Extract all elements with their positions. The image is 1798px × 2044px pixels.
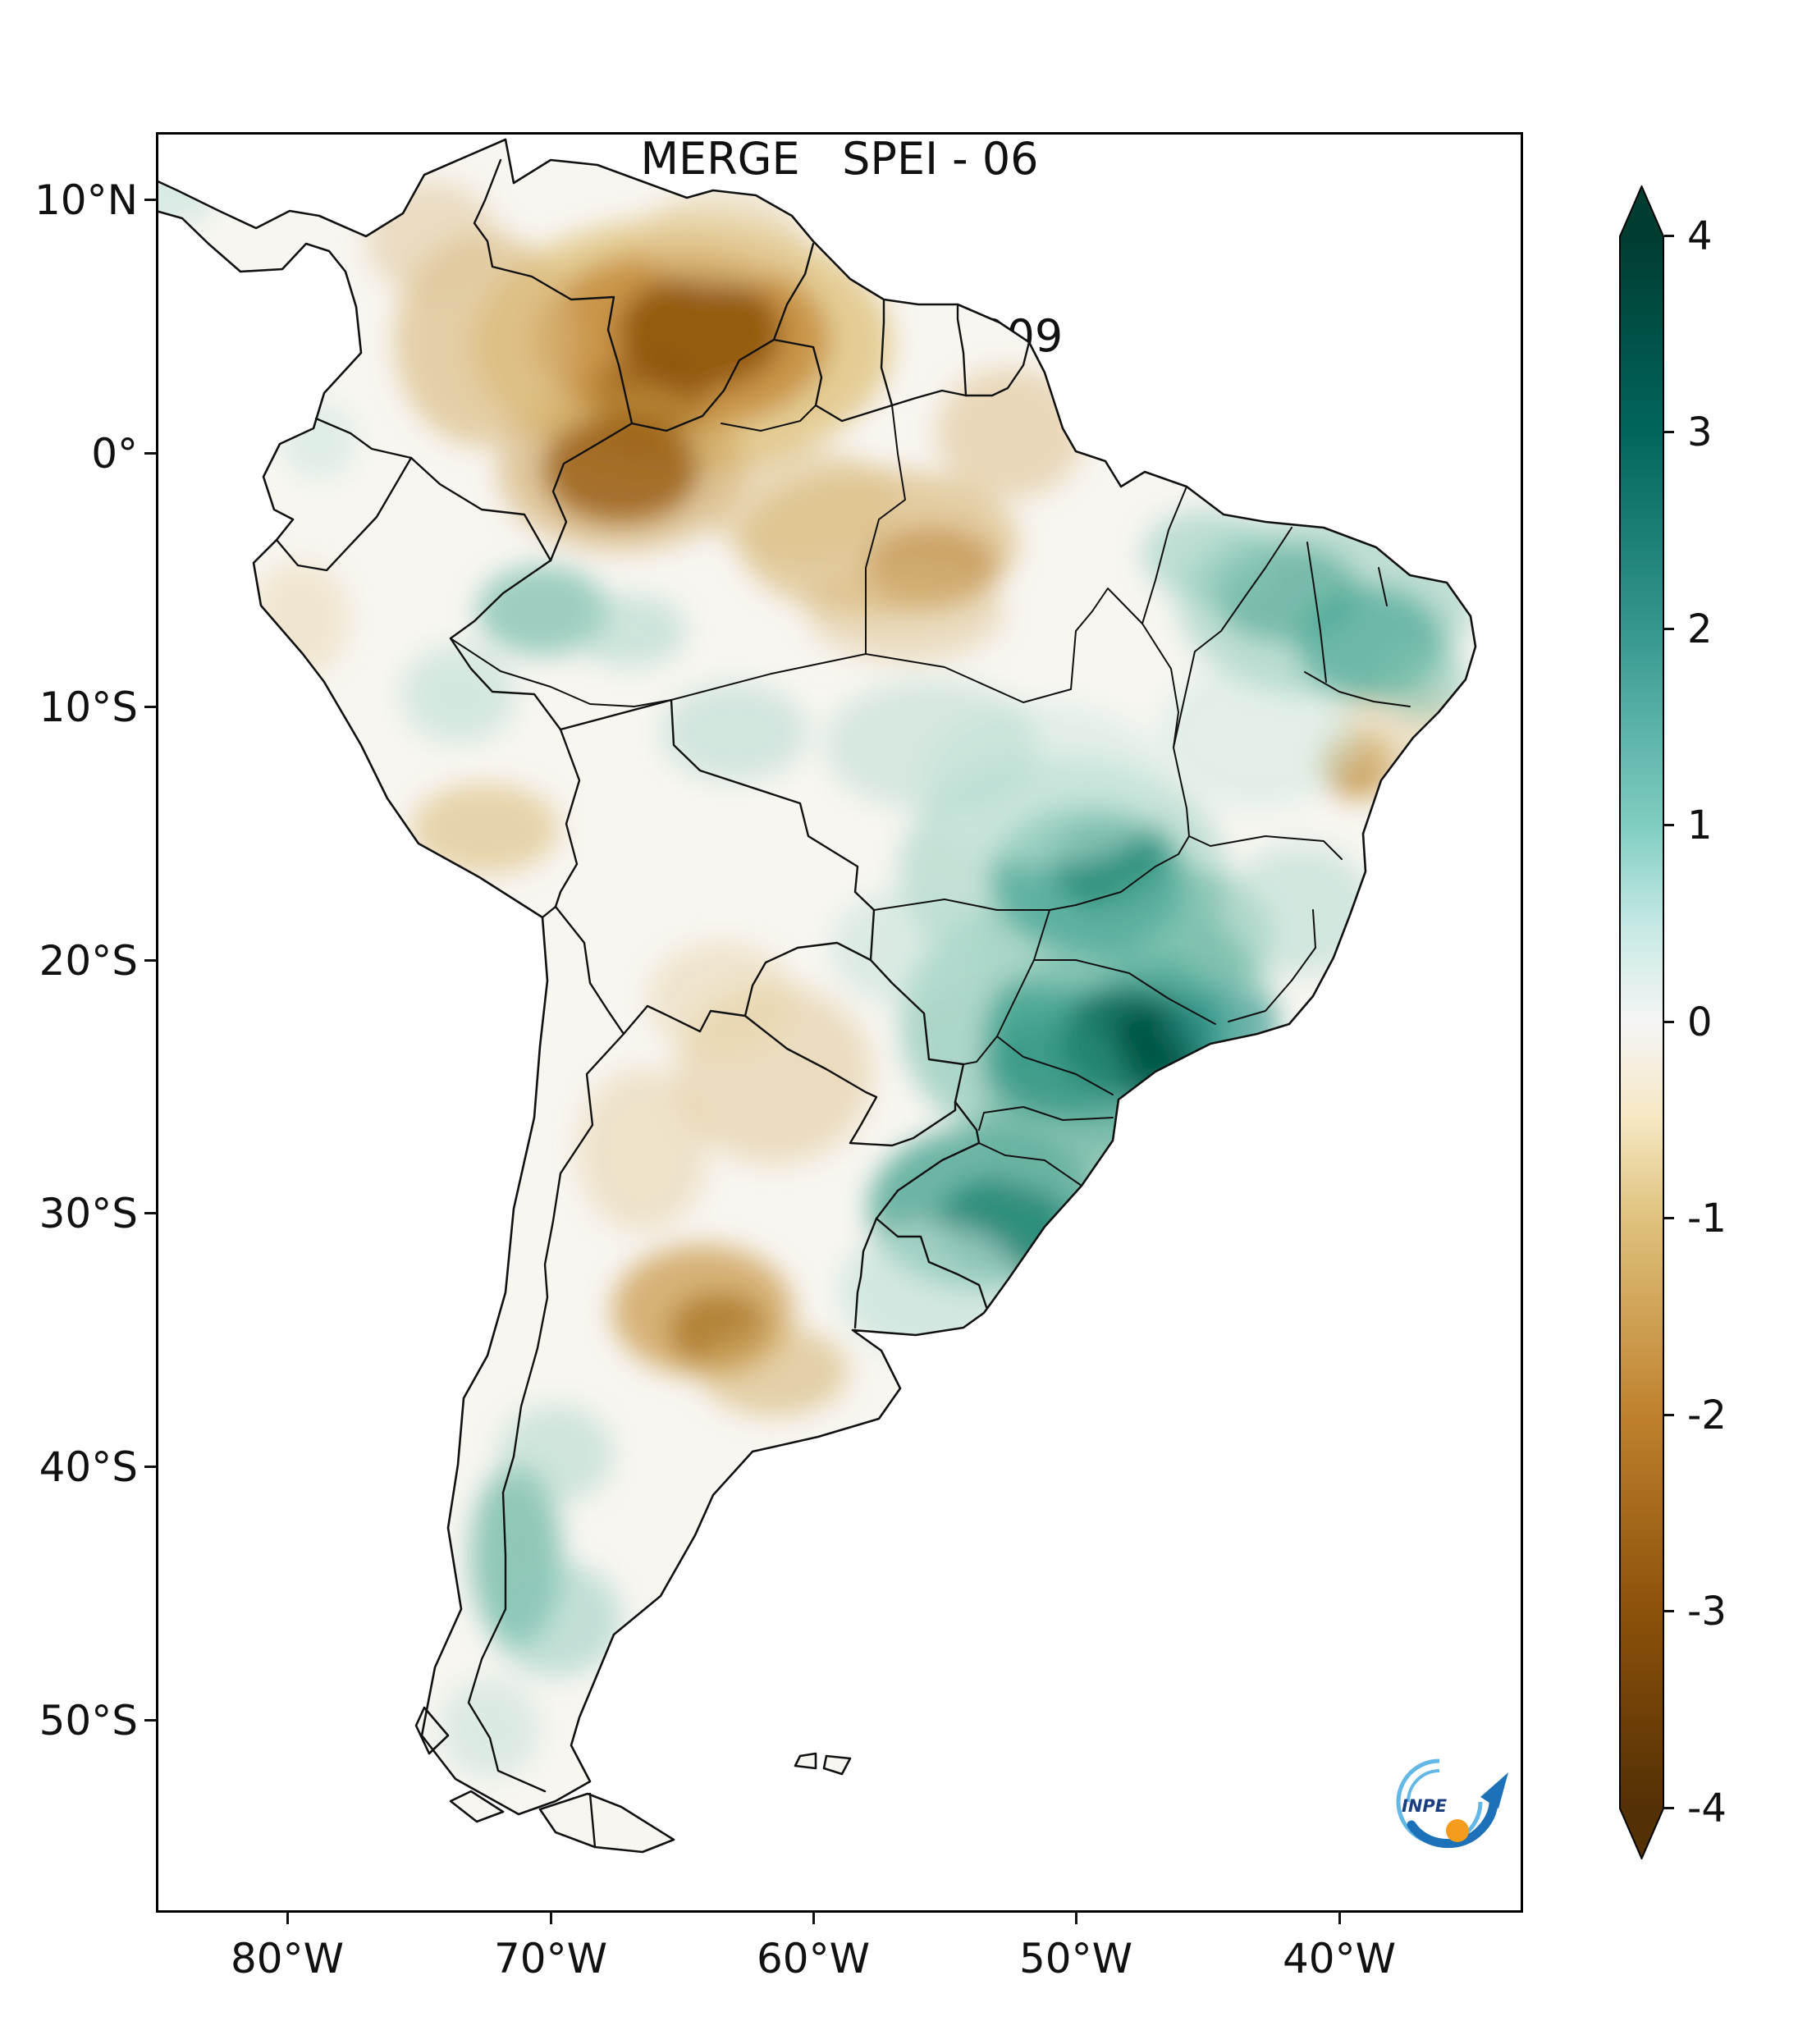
lon-tick-label: 40°W xyxy=(1282,1935,1397,1982)
spei-colorbar xyxy=(1619,184,1664,1861)
colorbar-tick-label: -1 xyxy=(1687,1196,1727,1241)
lat-tick-label: 10°N xyxy=(34,176,138,224)
colorbar-tick-label: 1 xyxy=(1687,803,1713,848)
lon-tick-mark xyxy=(550,1913,552,1924)
colorbar-tick-label: 3 xyxy=(1687,409,1713,455)
spei-raster-field xyxy=(156,160,1474,1777)
lon-tick-label: 60°W xyxy=(756,1935,871,1982)
colorbar-tick-mark xyxy=(1664,1414,1674,1416)
lon-tick-mark xyxy=(1338,1913,1341,1924)
lat-tick-label: 50°S xyxy=(39,1697,138,1744)
plot-frame xyxy=(156,132,1523,1913)
colorbar-tick-mark xyxy=(1664,1021,1674,1023)
colorbar-tick-mark xyxy=(1664,824,1674,826)
colorbar-tick-label: 4 xyxy=(1687,213,1713,259)
logo-orange-dot-icon xyxy=(1446,1819,1469,1842)
lat-tick-mark xyxy=(144,959,156,962)
colorbar-tick-mark xyxy=(1664,1807,1674,1809)
colorbar-tick-label: 2 xyxy=(1687,606,1713,652)
lon-tick-label: 80°W xyxy=(230,1935,345,1982)
lat-tick-mark xyxy=(144,706,156,708)
lat-tick-label: 10°S xyxy=(39,684,138,731)
colorbar-tick-mark xyxy=(1664,628,1674,630)
colorbar-tick-mark xyxy=(1664,1610,1674,1612)
lon-tick-label: 50°W xyxy=(1018,1935,1133,1982)
colorbar-tick-label: 0 xyxy=(1687,999,1713,1045)
lat-tick-label: 0° xyxy=(91,430,138,478)
lat-tick-label: 40°S xyxy=(39,1443,138,1491)
colorbar-tick-label: -4 xyxy=(1687,1786,1727,1831)
lat-tick-mark xyxy=(144,1212,156,1214)
colorbar-tick-mark xyxy=(1664,235,1674,237)
lon-tick-mark xyxy=(286,1913,289,1924)
south-america-map xyxy=(156,132,1523,1913)
logo-swirl-inner-icon xyxy=(1407,1769,1440,1803)
map-title: MERGE SPEI - 06 xyxy=(640,133,1039,185)
state-borders xyxy=(450,405,1411,1187)
lon-tick-mark xyxy=(812,1913,815,1924)
logo-arrow-icon xyxy=(1407,1789,1498,1849)
logo-arrowhead-icon xyxy=(1480,1772,1508,1809)
colorbar-tick-label: -3 xyxy=(1687,1589,1727,1635)
logo-text: INPE xyxy=(1402,1796,1448,1816)
lat-tick-label: 20°S xyxy=(39,937,138,985)
lon-tick-mark xyxy=(1075,1913,1077,1924)
colorbar-tick-mark xyxy=(1664,1217,1674,1219)
map-plot-area xyxy=(156,132,1523,1913)
inpe-logo: INPE xyxy=(1389,1746,1512,1857)
colorbar-tick-mark xyxy=(1664,431,1674,433)
lat-tick-mark xyxy=(144,1719,156,1722)
colorbar-gradient xyxy=(1619,184,1664,1861)
colorbar-tick-label: -2 xyxy=(1687,1392,1727,1438)
lat-tick-mark xyxy=(144,199,156,201)
lat-tick-mark xyxy=(144,1466,156,1468)
lat-tick-label: 30°S xyxy=(39,1190,138,1237)
lat-tick-mark xyxy=(144,452,156,455)
lon-tick-label: 70°W xyxy=(493,1935,608,1982)
